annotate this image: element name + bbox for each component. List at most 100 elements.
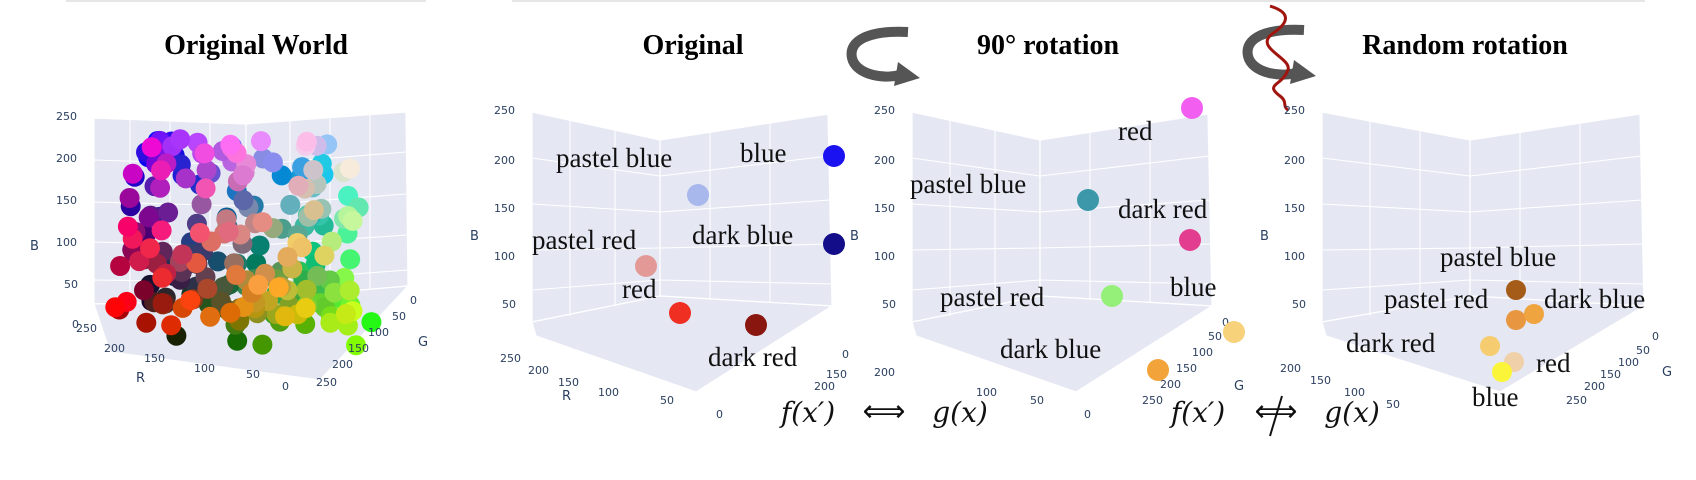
- point-pastel-blue: [1506, 280, 1526, 300]
- r-tick-100: 100: [976, 386, 997, 399]
- g-tick-150: 150: [1176, 362, 1197, 375]
- point-dark-red: [745, 314, 767, 336]
- point-blue: [1492, 362, 1512, 382]
- rotate-arrow-icon: [846, 26, 920, 86]
- world-point: [152, 267, 173, 288]
- b-tick-0: 0: [72, 318, 79, 331]
- formula-left-f: f(x′): [780, 396, 836, 429]
- r-tick-200: 200: [528, 364, 549, 377]
- label-blue: blue: [1472, 382, 1519, 412]
- not-equivalent-arrow-icon: ⟺: [1254, 394, 1297, 429]
- b-tick-100: 100: [56, 236, 77, 249]
- b-tick-200: 200: [494, 154, 515, 167]
- g-tick-200: 200: [814, 380, 835, 393]
- world-point: [191, 194, 212, 215]
- world-point: [324, 282, 345, 303]
- world-point: [292, 237, 312, 258]
- world-point: [218, 221, 239, 242]
- point-dark-blue: [1147, 359, 1169, 381]
- b-tick-250: 250: [874, 104, 895, 117]
- world-point: [138, 207, 159, 228]
- label-dark-blue: dark blue: [1000, 334, 1101, 364]
- label-red: red: [1536, 348, 1571, 378]
- r-tick-0: 0: [282, 380, 289, 393]
- world-point: [141, 137, 162, 158]
- point-red: [1181, 97, 1203, 119]
- b-tick-200: 200: [56, 152, 77, 165]
- g-tick-200: 200: [1584, 380, 1605, 393]
- random-rotate-arrow-icon: [1242, 4, 1316, 112]
- world-point: [122, 163, 143, 184]
- world-point: [339, 158, 360, 179]
- world-point: [233, 190, 254, 211]
- g-tick-0: 0: [1222, 316, 1229, 329]
- world-point: [134, 280, 154, 301]
- world-point: [197, 278, 218, 299]
- r-tick-50: 50: [246, 368, 260, 381]
- title-90-rotation: 90° rotation: [976, 30, 1120, 61]
- world-point: [119, 188, 140, 208]
- point-pastel-red: [635, 255, 657, 277]
- g-tick-0: 0: [1652, 330, 1659, 343]
- strike-slash-icon: [1269, 395, 1283, 437]
- title-original-world: Original World: [164, 30, 348, 61]
- world-point: [151, 160, 171, 181]
- world-point: [152, 293, 173, 313]
- label-red: red: [622, 274, 657, 304]
- b-axis-label: B: [1260, 229, 1269, 244]
- top-rule-right: [512, 0, 1645, 2]
- r-tick-100: 100: [194, 362, 215, 375]
- label-blue: blue: [740, 138, 787, 168]
- world-point: [307, 265, 328, 286]
- world-point: [172, 244, 193, 265]
- b-tick-200: 200: [1284, 154, 1305, 167]
- rot90-3d-scatter: 250 200 150 100 50 B 200 100 50 0 0 50 1…: [850, 97, 1245, 421]
- label-pastel-blue: pastel blue: [1440, 242, 1556, 272]
- world-point: [151, 220, 172, 241]
- world-point: [194, 143, 215, 164]
- world-point: [140, 238, 160, 259]
- g-tick-50: 50: [1636, 344, 1650, 357]
- label-dark-red: dark red: [708, 342, 798, 372]
- r-tick-150: 150: [558, 376, 579, 389]
- original-world-3d-scatter: 250 200 150 100 50 0 B 250 200 150 100 5…: [30, 110, 428, 393]
- b-tick-250: 250: [1284, 104, 1305, 117]
- world-point: [226, 264, 246, 285]
- world-point: [180, 290, 201, 311]
- axis-pane-floor: [911, 295, 1214, 393]
- world-point: [136, 312, 157, 333]
- r-tick-50: 50: [1030, 394, 1044, 407]
- point-red: [669, 302, 691, 324]
- label-dark-blue: dark blue: [1544, 284, 1645, 314]
- b-tick-150: 150: [1284, 202, 1305, 215]
- b-axis-label: B: [850, 229, 859, 244]
- label-pastel-blue: pastel blue: [910, 169, 1026, 199]
- world-point: [170, 129, 191, 150]
- world-point: [262, 152, 283, 173]
- world-point: [268, 277, 289, 298]
- world-point: [227, 330, 248, 351]
- world-point: [158, 202, 179, 223]
- label-dark-blue: dark blue: [692, 220, 793, 250]
- r-tick-50: 50: [660, 394, 674, 407]
- label-red: red: [1118, 116, 1153, 146]
- world-point: [277, 247, 298, 267]
- g-tick-0: 0: [842, 348, 849, 361]
- b-tick-50: 50: [1292, 298, 1306, 311]
- grid-lines: [911, 120, 1213, 316]
- b-tick-150: 150: [874, 202, 895, 215]
- world-point: [342, 210, 363, 231]
- r-tick-200: 200: [874, 366, 895, 379]
- world-point: [196, 160, 217, 181]
- b-tick-100: 100: [1284, 250, 1305, 263]
- b-tick-50: 50: [502, 298, 516, 311]
- world-point: [195, 178, 216, 199]
- world-point: [340, 249, 361, 270]
- world-point: [275, 306, 295, 327]
- r-tick-100: 100: [598, 386, 619, 399]
- random-3d-scatter: 250 200 150 100 50 B 200 150 100 50 0 50…: [1260, 104, 1672, 412]
- r-axis-label: R: [136, 371, 145, 386]
- point-blue: [1223, 321, 1245, 343]
- point-pastel-red: [1101, 285, 1123, 307]
- world-point: [207, 251, 228, 272]
